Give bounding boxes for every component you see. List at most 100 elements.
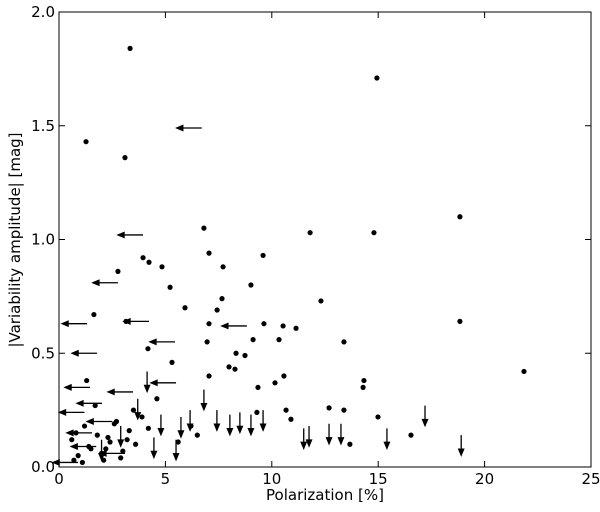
- upper-limit-arrow: [134, 398, 142, 421]
- upper-limit-arrow: [226, 414, 234, 437]
- data-point: [347, 441, 353, 447]
- data-point: [194, 432, 200, 438]
- upper-limit-arrow: [98, 439, 106, 462]
- x-tick-label: 25: [581, 470, 600, 488]
- data-point: [371, 230, 377, 236]
- data-point: [159, 264, 165, 270]
- data-point: [83, 139, 89, 145]
- data-point: [233, 350, 239, 356]
- upper-limit-arrow: [75, 399, 102, 407]
- data-point: [219, 296, 225, 302]
- data-point: [140, 255, 146, 261]
- data-point: [375, 414, 381, 420]
- upper-limit-arrow: [177, 416, 185, 439]
- data-point: [242, 352, 248, 359]
- data-point: [124, 437, 130, 443]
- data-point: [214, 307, 220, 313]
- upper-limit-arrow: [259, 410, 267, 432]
- data-point: [250, 337, 256, 343]
- data-point: [276, 337, 282, 343]
- upper-limit-arrow: [220, 322, 247, 330]
- data-point: [145, 346, 151, 352]
- upper-limit-arrow: [65, 429, 92, 437]
- data-point: [118, 455, 124, 461]
- x-axis-label: Polarization [%]: [266, 486, 384, 504]
- upper-limit-arrow: [236, 412, 244, 435]
- data-point: [283, 407, 289, 413]
- upper-limit-arrow: [150, 437, 158, 460]
- data-point: [255, 384, 261, 390]
- data-point: [220, 264, 226, 270]
- x-tick-label: 5: [161, 470, 171, 488]
- data-point: [133, 441, 139, 447]
- data-point: [127, 45, 133, 52]
- data-point: [341, 407, 347, 413]
- upper-limit-arrow: [57, 408, 85, 416]
- upper-limit-arrow: [247, 414, 255, 437]
- data-point: [293, 325, 299, 331]
- data-point: [105, 434, 111, 441]
- data-point: [260, 252, 266, 259]
- y-axis-label: |Variability amplitude| [mag]: [6, 132, 24, 347]
- upper-limit-arrow: [91, 279, 118, 287]
- data-point: [307, 230, 313, 236]
- data-point: [167, 284, 173, 290]
- data-point: [115, 268, 121, 274]
- data-point: [182, 305, 188, 311]
- data-point: [204, 339, 210, 345]
- data-point: [84, 377, 90, 384]
- x-tick-label: 0: [54, 470, 64, 488]
- data-point: [232, 366, 238, 372]
- upper-limit-arrow: [106, 388, 134, 396]
- data-point: [206, 250, 212, 256]
- data-point: [521, 368, 527, 375]
- upper-limit-arrow: [175, 124, 202, 132]
- data-point: [107, 439, 113, 445]
- y-tick-label: 1.5: [31, 117, 55, 135]
- data-point: [248, 282, 254, 288]
- plot-frame: [58, 11, 592, 468]
- data-point: [457, 214, 463, 220]
- y-tick-label: 2.0: [31, 3, 55, 21]
- upper-limit-arrow: [421, 405, 429, 428]
- data-point: [206, 321, 212, 327]
- data-point: [360, 384, 366, 390]
- data-point: [206, 373, 212, 379]
- data-point: [374, 75, 380, 81]
- data-point: [91, 311, 97, 318]
- data-point: [201, 225, 207, 231]
- upper-limit-arrow: [85, 418, 113, 425]
- upper-limit-arrow: [148, 338, 175, 346]
- upper-limit-arrow: [200, 389, 208, 412]
- data-point: [154, 396, 160, 402]
- data-point: [79, 459, 86, 466]
- data-point: [261, 321, 267, 327]
- data-point: [226, 364, 232, 370]
- data-point: [146, 259, 152, 265]
- data-point: [318, 298, 324, 304]
- upper-limit-arrow: [63, 383, 91, 391]
- upper-limit-arrow: [143, 371, 151, 394]
- upper-limit-arrow: [213, 410, 221, 432]
- upper-limit-arrow: [122, 317, 150, 325]
- data-point: [408, 432, 414, 438]
- y-tick-label: 1.0: [31, 231, 55, 249]
- data-point: [272, 380, 278, 386]
- data-point: [139, 414, 145, 420]
- data-point: [361, 377, 367, 384]
- upper-limit-arrow: [305, 426, 313, 448]
- data-point: [341, 339, 347, 345]
- upper-limit-arrow: [325, 423, 333, 446]
- data-point: [103, 446, 109, 452]
- data-point: [169, 359, 175, 365]
- data-point: [69, 437, 75, 443]
- data-point: [130, 407, 137, 413]
- data-point: [122, 155, 128, 161]
- data-point: [92, 402, 98, 409]
- x-tick-label: 15: [369, 470, 388, 488]
- data-point: [75, 453, 81, 459]
- data-point: [111, 421, 117, 427]
- data-point: [81, 423, 88, 429]
- data-point: [288, 416, 294, 422]
